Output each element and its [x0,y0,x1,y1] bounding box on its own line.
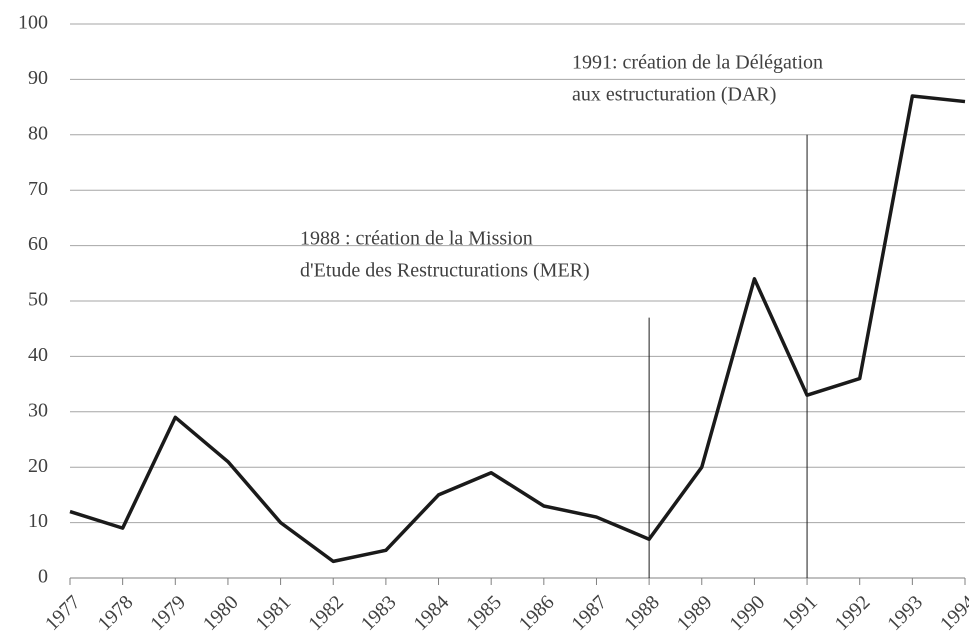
data-line [69,94,966,564]
x-tick-label: 1985 [462,591,506,635]
x-tick-label: 1984 [409,591,453,635]
x-tick-label: 1978 [94,591,138,635]
y-tick-label: 40 [28,344,48,366]
x-tick-label: 1987 [567,591,611,635]
x-tick-label: 1986 [515,591,559,635]
x-tick-label: 1983 [357,591,401,635]
y-tick-label: 0 [38,566,48,588]
y-tick-label: 100 [18,12,48,34]
x-tick-label: 1992 [831,591,875,635]
x-tick-label: 1982 [304,591,348,635]
annotation-text: 1991: création de la Délégation [572,52,823,74]
x-tick-label: 1991 [778,591,822,635]
x-tick-label: 1977 [41,591,85,635]
y-tick-label: 70 [28,178,48,200]
x-tick-label: 1989 [673,591,717,635]
annotation-text: 1988 : création de la Mission [300,228,533,250]
x-tick-label: 1980 [199,591,243,635]
annotation-text: d'Etude des Restructurations (MER) [300,260,590,282]
x-tick-label: 1994 [936,591,969,635]
y-tick-label: 90 [28,67,48,89]
annotation-text: aux estructuration (DAR) [572,84,776,106]
x-tick-label: 1979 [146,591,190,635]
y-tick-label: 20 [28,455,48,477]
x-tick-label: 1993 [883,591,927,635]
y-tick-label: 10 [28,510,48,532]
y-tick-label: 50 [28,289,48,311]
y-tick-label: 30 [28,399,48,421]
x-tick-label: 1990 [725,591,769,635]
y-tick-label: 80 [28,122,48,144]
x-tick-label: 1981 [252,591,296,635]
x-tick-label: 1988 [620,591,664,635]
y-tick-label: 60 [28,233,48,255]
